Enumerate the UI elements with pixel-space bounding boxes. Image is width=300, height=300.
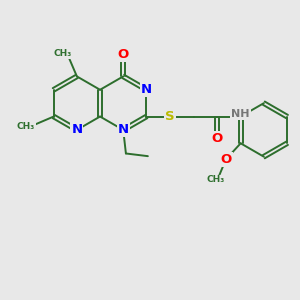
Text: CH₃: CH₃: [54, 49, 72, 58]
Text: NH: NH: [231, 110, 250, 119]
Text: S: S: [165, 110, 175, 123]
Text: N: N: [141, 83, 152, 96]
Text: N: N: [118, 123, 129, 136]
Text: O: O: [212, 132, 223, 145]
Text: O: O: [220, 153, 232, 166]
Text: CH₃: CH₃: [206, 176, 224, 184]
Text: O: O: [118, 48, 129, 61]
Text: N: N: [71, 123, 82, 136]
Text: CH₃: CH₃: [17, 122, 35, 131]
